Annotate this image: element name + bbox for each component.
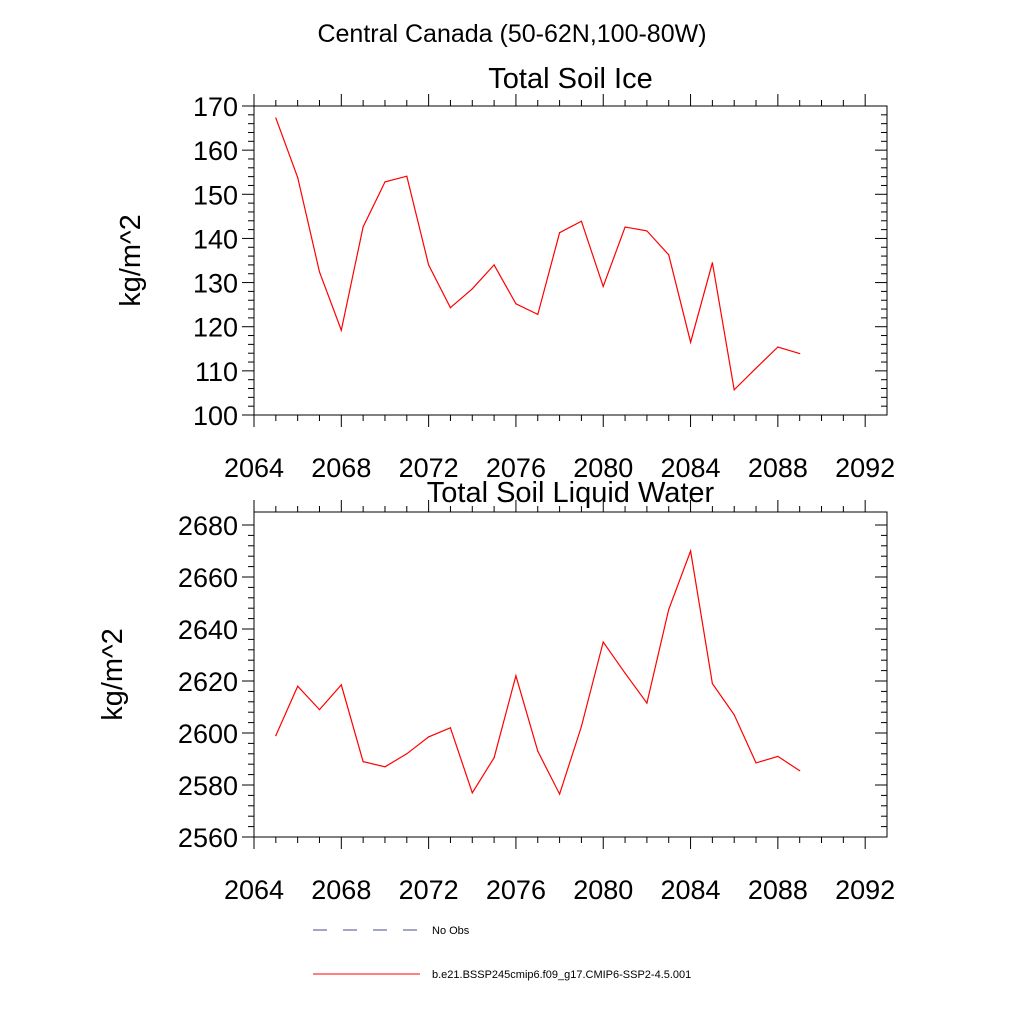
data-point bbox=[515, 675, 517, 677]
series-line bbox=[275, 548, 801, 796]
data-point bbox=[384, 766, 386, 768]
x-tick-label: 2092 bbox=[835, 875, 895, 905]
series-line bbox=[275, 117, 800, 392]
y-tick-label: 110 bbox=[195, 357, 238, 387]
y-tick-label: 130 bbox=[193, 269, 238, 299]
legend-label-model-run: b.e21.BSSP245cmip6.f09_g17.CMIP6-SSP2-4.… bbox=[432, 969, 691, 981]
x-tick-label: 2064 bbox=[224, 453, 284, 483]
panel-total-soil-liquid-water: Total Soil Liquid Water 2064 2068 2072 2076 2… bbox=[97, 477, 895, 905]
y-tick-label: 140 bbox=[193, 224, 238, 254]
data-point bbox=[777, 755, 779, 758]
data-point bbox=[297, 176, 299, 179]
x-tick-label: 2068 bbox=[311, 453, 371, 483]
data-point bbox=[646, 230, 648, 232]
data-point bbox=[428, 736, 430, 738]
data-point bbox=[275, 735, 277, 737]
x-tick-label: 2072 bbox=[399, 875, 459, 905]
figure-suptitle: Central Canada (50-62N,100-80W) bbox=[317, 20, 706, 48]
y-tick-label: 2640 bbox=[178, 615, 238, 645]
panel-1-title: Total Soil Liquid Water bbox=[427, 477, 715, 509]
y-tick-label: 150 bbox=[193, 180, 238, 210]
data-point bbox=[646, 702, 648, 704]
x-tick-label: 2088 bbox=[748, 453, 808, 483]
data-point bbox=[799, 353, 801, 355]
data-point bbox=[449, 727, 452, 729]
data-point bbox=[515, 303, 517, 305]
y-tick-label: 2660 bbox=[178, 563, 238, 593]
x-tick-label: 2080 bbox=[573, 453, 633, 483]
panel-0-title: Total Soil Ice bbox=[488, 63, 652, 95]
data-point bbox=[340, 684, 342, 686]
panel-1-frame bbox=[253, 511, 888, 838]
y-tick-label: 170 bbox=[193, 92, 238, 122]
data-point bbox=[711, 262, 713, 264]
data-point bbox=[755, 762, 757, 764]
data-point bbox=[297, 685, 299, 687]
data-point bbox=[711, 683, 713, 685]
panel-total-soil-ice: Total Soil Ice 2064 2068 2072 2076 2080 2084 20… bbox=[115, 63, 895, 483]
data-point bbox=[493, 264, 495, 266]
data-point bbox=[428, 264, 430, 266]
data-point bbox=[471, 792, 473, 794]
data-point bbox=[689, 341, 692, 343]
data-point bbox=[580, 220, 583, 222]
data-point bbox=[777, 346, 779, 348]
x-tick-label: 2076 bbox=[486, 875, 546, 905]
y-tick-label: 120 bbox=[193, 313, 238, 343]
data-point bbox=[558, 793, 561, 795]
y-tick-label: 100 bbox=[193, 401, 238, 431]
data-point bbox=[689, 550, 692, 552]
x-tick-label: 2068 bbox=[311, 875, 371, 905]
data-point bbox=[471, 288, 473, 290]
x-tick-label: 2084 bbox=[661, 875, 721, 905]
data-point bbox=[580, 725, 583, 728]
x-tick-label: 2084 bbox=[661, 453, 721, 483]
data-point bbox=[362, 226, 364, 228]
data-point bbox=[537, 313, 539, 315]
data-point bbox=[384, 181, 386, 183]
data-point bbox=[624, 672, 626, 674]
y-tick-label: 2560 bbox=[178, 823, 238, 853]
panel-1-ylabel: kg/m^2 bbox=[97, 628, 129, 721]
data-point bbox=[493, 757, 495, 759]
data-point bbox=[362, 761, 364, 763]
x-tick-label: 2088 bbox=[748, 875, 808, 905]
y-tick-label: 2600 bbox=[178, 719, 238, 749]
x-tick-label: 2092 bbox=[835, 453, 895, 483]
data-point bbox=[602, 641, 604, 643]
data-point bbox=[733, 389, 735, 391]
legend-label-no-obs: No Obs bbox=[432, 925, 470, 937]
y-tick-label: 160 bbox=[193, 136, 238, 166]
data-point bbox=[624, 226, 626, 228]
data-point bbox=[755, 367, 757, 369]
data-point bbox=[406, 753, 408, 755]
data-point bbox=[602, 285, 604, 288]
data-point bbox=[449, 307, 452, 309]
data-point bbox=[537, 750, 539, 752]
data-point bbox=[799, 770, 801, 772]
panel-0-frame bbox=[253, 105, 888, 416]
data-point bbox=[318, 271, 321, 273]
data-point bbox=[558, 232, 561, 234]
legend: No Obs b.e21.BSSP245cmip6.f09_g17.CMIP6-… bbox=[313, 925, 691, 981]
x-tick-label: 2072 bbox=[399, 453, 459, 483]
data-point bbox=[668, 254, 670, 256]
data-point bbox=[275, 117, 277, 119]
y-tick-label: 2580 bbox=[178, 771, 238, 801]
y-tick-label: 2620 bbox=[178, 667, 238, 697]
data-point bbox=[406, 175, 408, 177]
data-point bbox=[340, 329, 342, 331]
data-point bbox=[733, 714, 735, 716]
data-point bbox=[318, 709, 321, 711]
x-tick-label: 2076 bbox=[486, 453, 546, 483]
x-tick-label: 2080 bbox=[573, 875, 633, 905]
x-tick-label: 2064 bbox=[224, 875, 284, 905]
panel-0-ylabel: kg/m^2 bbox=[115, 214, 147, 307]
y-tick-label: 2680 bbox=[178, 511, 238, 541]
data-point bbox=[668, 608, 670, 611]
